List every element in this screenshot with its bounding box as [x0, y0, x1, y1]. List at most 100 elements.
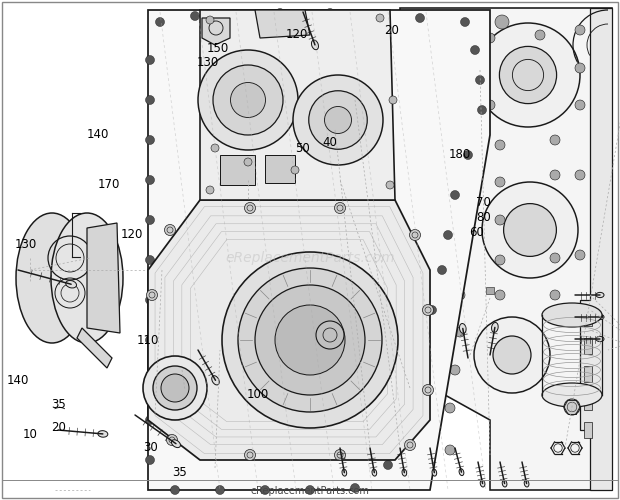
Polygon shape [580, 8, 612, 490]
Text: 30: 30 [143, 441, 158, 454]
Bar [451, 152, 459, 158]
Circle shape [244, 158, 252, 166]
Circle shape [255, 285, 365, 395]
Circle shape [244, 450, 255, 460]
Text: 140: 140 [87, 128, 109, 140]
Polygon shape [200, 10, 395, 200]
Text: eReplacementParts.com: eReplacementParts.com [225, 251, 395, 265]
Text: 35: 35 [172, 466, 187, 479]
Text: 20: 20 [51, 421, 66, 434]
Circle shape [244, 202, 255, 213]
Circle shape [550, 135, 560, 145]
Ellipse shape [596, 314, 604, 320]
Circle shape [403, 95, 413, 105]
Circle shape [564, 399, 580, 415]
Circle shape [146, 370, 157, 380]
Text: 140: 140 [6, 374, 29, 386]
Ellipse shape [172, 440, 180, 448]
Ellipse shape [459, 324, 466, 334]
Circle shape [146, 256, 154, 264]
Circle shape [455, 290, 465, 300]
Polygon shape [87, 223, 120, 333]
Circle shape [407, 35, 417, 45]
Text: 170: 170 [97, 178, 120, 190]
Circle shape [458, 15, 472, 29]
Text: 110: 110 [136, 334, 159, 347]
Circle shape [499, 46, 557, 104]
Circle shape [477, 106, 487, 114]
Circle shape [482, 182, 578, 278]
Circle shape [403, 360, 413, 370]
Polygon shape [148, 200, 430, 460]
Circle shape [575, 170, 585, 180]
Ellipse shape [525, 480, 529, 487]
Circle shape [407, 386, 417, 394]
Circle shape [454, 219, 466, 231]
Circle shape [146, 56, 154, 64]
Text: 50: 50 [295, 142, 310, 156]
Circle shape [146, 336, 154, 344]
Circle shape [335, 450, 345, 460]
Circle shape [455, 327, 465, 337]
Polygon shape [148, 10, 490, 490]
Circle shape [384, 460, 392, 469]
Circle shape [485, 100, 495, 110]
Circle shape [471, 46, 479, 54]
Circle shape [293, 75, 383, 165]
Bar [584, 422, 592, 438]
Circle shape [371, 10, 379, 18]
Circle shape [461, 18, 469, 26]
Circle shape [403, 173, 413, 183]
Circle shape [198, 50, 298, 150]
Polygon shape [77, 328, 112, 368]
Circle shape [403, 60, 413, 70]
Bar [451, 286, 459, 294]
Circle shape [474, 317, 550, 393]
Polygon shape [202, 18, 230, 45]
Circle shape [485, 33, 495, 43]
Circle shape [495, 177, 505, 187]
Ellipse shape [342, 469, 347, 476]
Circle shape [146, 456, 154, 464]
Circle shape [146, 96, 154, 104]
Circle shape [550, 170, 560, 180]
Ellipse shape [98, 430, 108, 437]
Ellipse shape [502, 480, 507, 487]
Text: 40: 40 [322, 136, 337, 149]
Circle shape [422, 304, 433, 316]
Circle shape [450, 365, 460, 375]
Circle shape [275, 8, 285, 18]
Circle shape [403, 253, 413, 263]
Circle shape [146, 376, 154, 384]
Bar [417, 151, 427, 159]
Circle shape [451, 190, 459, 200]
Text: 150: 150 [207, 42, 229, 56]
Ellipse shape [596, 336, 604, 342]
Circle shape [503, 204, 556, 256]
Circle shape [216, 486, 224, 494]
Ellipse shape [432, 469, 436, 476]
Circle shape [231, 82, 265, 118]
Bar [584, 310, 592, 326]
Circle shape [222, 252, 398, 428]
Bar [220, 155, 255, 185]
Circle shape [445, 30, 455, 40]
Text: 120: 120 [120, 228, 143, 240]
Circle shape [335, 202, 345, 213]
Bar [584, 338, 592, 354]
Polygon shape [255, 10, 310, 38]
Circle shape [309, 91, 367, 149]
Circle shape [575, 25, 585, 35]
Circle shape [476, 23, 580, 127]
Circle shape [403, 400, 413, 410]
Circle shape [454, 64, 466, 76]
Ellipse shape [596, 292, 604, 298]
Text: 70: 70 [476, 196, 491, 209]
Circle shape [438, 266, 446, 274]
Circle shape [550, 253, 560, 263]
Circle shape [476, 76, 484, 84]
Circle shape [146, 136, 154, 144]
Ellipse shape [311, 40, 319, 50]
Ellipse shape [16, 213, 88, 343]
Circle shape [146, 416, 154, 424]
